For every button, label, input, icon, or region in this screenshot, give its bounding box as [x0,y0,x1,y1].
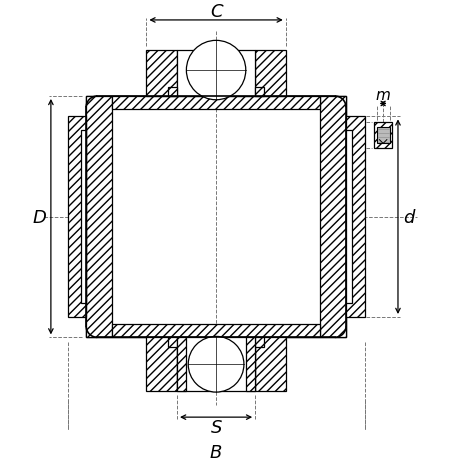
Circle shape [188,336,243,392]
Bar [86,97,345,337]
Text: C: C [209,3,222,21]
Text: D: D [33,208,46,226]
Text: m: m [375,88,390,102]
Bar [254,88,264,97]
Bar [86,97,112,337]
Bar [345,117,364,317]
Bar [67,117,86,317]
Bar [168,88,177,97]
Bar [345,131,351,303]
Bar [319,97,345,337]
Bar [254,337,264,347]
Circle shape [186,41,245,101]
Bar [177,50,254,97]
Bar [80,131,86,303]
Bar [146,50,177,97]
Bar [112,325,319,337]
Bar [373,123,392,149]
Text: d: d [403,208,414,226]
Bar [177,337,186,392]
Bar [254,337,285,392]
Bar [146,337,177,392]
Bar [168,337,177,347]
Bar [112,97,319,110]
Text: B: B [209,443,222,459]
Bar [177,337,254,392]
Bar [376,128,389,144]
Text: S: S [210,419,221,437]
Bar [254,50,285,97]
Bar [245,337,254,392]
